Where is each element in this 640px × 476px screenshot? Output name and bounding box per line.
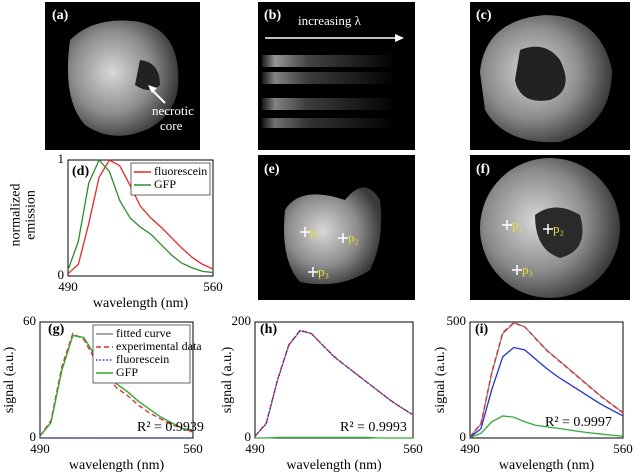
dark-region [535,207,583,258]
y-axis-label: signal (a.u.) [433,346,448,413]
legend-label: GFP [154,177,176,191]
point-marker [543,224,553,234]
arrow-head [148,85,157,93]
point-label: p₃ [522,262,533,277]
plot-frame [469,321,624,439]
series-line [39,332,194,437]
annotation: core [160,118,183,133]
y-tick-label: 0 [30,429,37,444]
x-axis-label: wavelength (nm) [69,458,165,473]
series-line [39,334,194,437]
legend-label: fitted curve [116,326,171,340]
panel-label: (f) [476,162,490,177]
point-marker [338,233,348,243]
point-marker [300,227,310,237]
series-line [255,436,413,439]
x-axis-label: wavelength (nm) [93,296,189,311]
band [262,72,392,84]
panel-label: (c) [476,8,492,23]
panel-label: (a) [52,8,69,23]
point-marker [308,267,318,277]
panel-label: (h) [260,322,277,337]
arrow-head [395,34,404,42]
point-label: p₁ [310,224,321,239]
panel-label: (i) [475,322,489,337]
annotation: increasing λ [298,13,362,28]
tissue [67,20,179,136]
legend-box [130,162,211,196]
y-tick-label: 500 [447,313,467,328]
point-marker [512,265,522,275]
band [262,98,392,110]
band [262,118,392,128]
y-tick-label: 200 [232,313,252,328]
necrotic-region [135,60,160,90]
point-label: p₂ [348,230,359,245]
annotation: R² = 0.9997 [545,415,612,430]
point-label: p₂ [553,221,564,236]
y-tick-label: 1 [58,151,65,166]
series-line [469,346,624,438]
x-tick-label: 490 [245,441,265,456]
x-axis-label: wavelength (nm) [286,458,382,473]
y-tick-label: 0 [460,429,467,444]
panel-label: (g) [48,322,65,337]
x-tick-label: 490 [58,279,78,294]
panel-label: (e) [264,162,280,177]
x-tick-label: 560 [183,441,203,456]
x-tick-label: 560 [203,279,223,294]
point-label: p₁ [512,217,523,232]
x-tick-label: 490 [30,441,50,456]
annotation: R² = 0.9993 [340,420,407,435]
point-marker [502,220,512,230]
panel-label: (d) [72,164,89,179]
x-tick-label: 560 [403,441,423,456]
y-axis-label: emission [24,190,39,240]
series-line [67,158,214,274]
series-line [254,329,414,437]
legend-label: experimental data [116,339,202,353]
x-tick-label: 560 [613,441,633,456]
band [262,55,392,67]
series-line [469,321,624,438]
y-tick-label: 0 [58,267,65,282]
annotation: R² = 0.9939 [137,420,204,435]
tissue [284,187,382,285]
y-axis-label: signal (a.u.) [2,346,17,413]
panel-label: (b) [264,8,281,23]
plot-frame [39,321,194,439]
series-line [67,159,214,275]
point-label: p₃ [318,264,329,279]
dark-region [515,46,566,101]
annotation: necrotic [152,103,194,118]
x-axis-label: wavelength (nm) [499,458,595,473]
y-tick-label: 0 [245,429,252,444]
y-axis-label: normalized [9,184,24,247]
y-axis-label: signal (a.u.) [220,346,235,413]
legend-label: fluorescein [116,352,169,366]
legend-label: GFP [116,365,138,379]
y-tick-label: 60 [23,313,36,328]
legend-label: fluorescein [154,164,207,178]
plot-frame [67,159,214,277]
x-tick-label: 490 [460,441,480,456]
series-line [469,415,624,439]
